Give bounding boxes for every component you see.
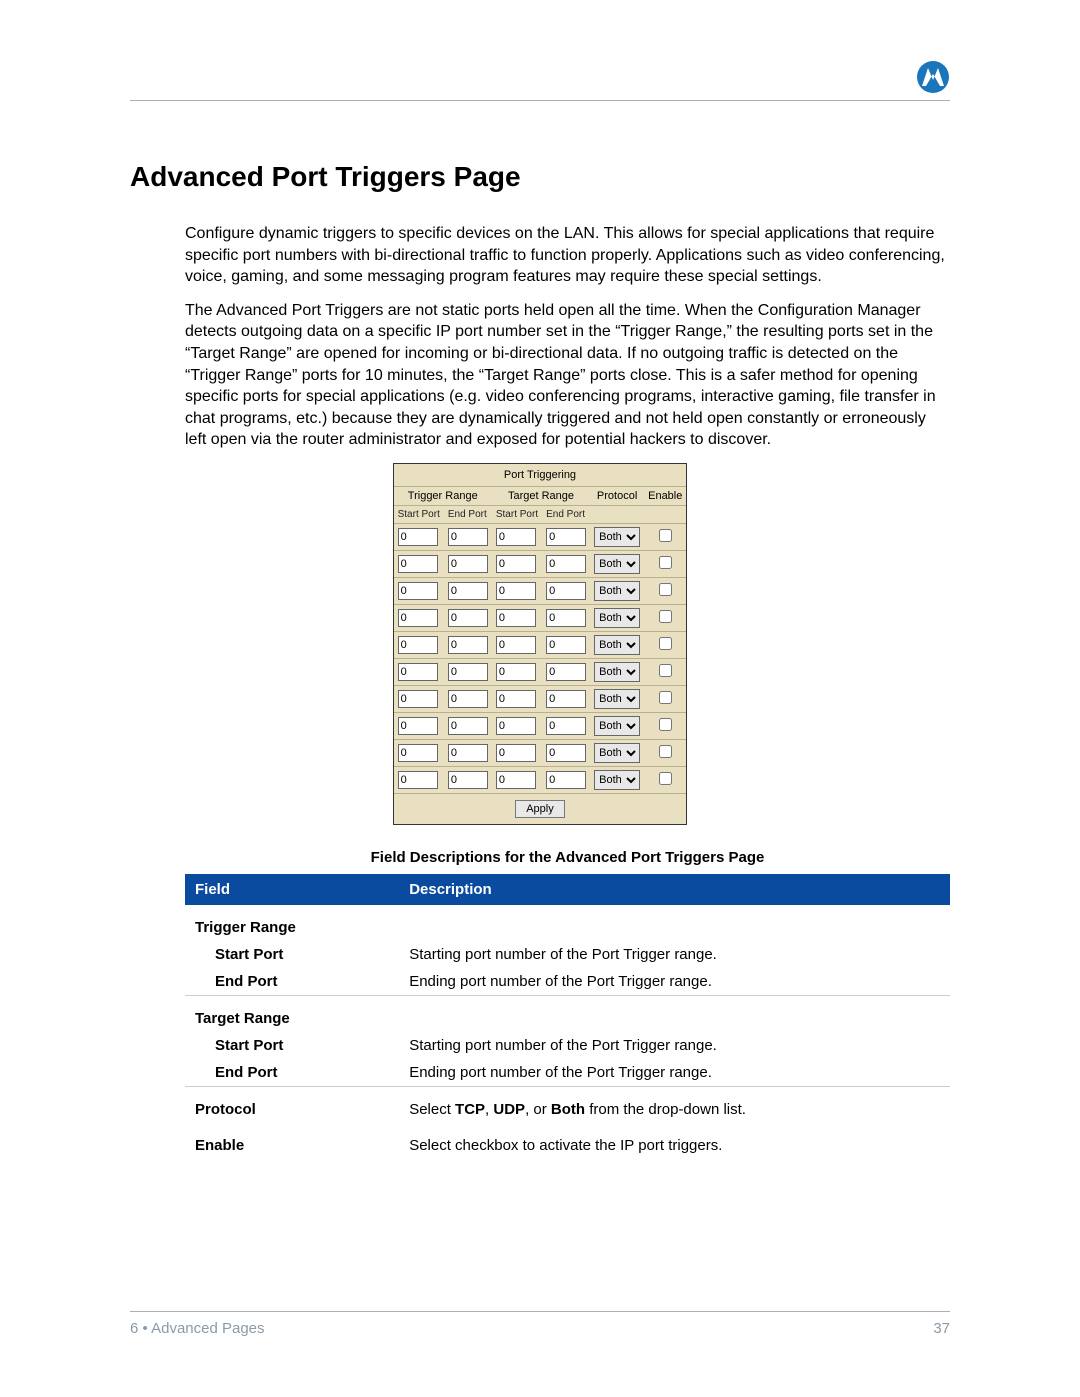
protocol-select[interactable]: BothTCPUDP [594, 716, 640, 736]
port-input[interactable] [448, 609, 488, 627]
enable-checkbox[interactable] [659, 556, 672, 569]
enable-checkbox[interactable] [659, 772, 672, 785]
row-t-end-port-desc: Ending port number of the Port Trigger r… [399, 1059, 950, 1087]
port-input[interactable] [546, 663, 586, 681]
protocol-select[interactable]: BothTCPUDP [594, 635, 640, 655]
sub-target-start: Start Port [492, 505, 542, 523]
port-input[interactable] [546, 555, 586, 573]
port-input[interactable] [398, 717, 438, 735]
top-rule [130, 100, 950, 101]
port-input[interactable] [496, 771, 536, 789]
th-description: Description [399, 874, 950, 905]
enable-checkbox[interactable] [659, 637, 672, 650]
port-input[interactable] [398, 690, 438, 708]
port-input[interactable] [546, 636, 586, 654]
port-input[interactable] [546, 771, 586, 789]
paragraph-1: Configure dynamic triggers to specific d… [185, 223, 950, 288]
enable-checkbox[interactable] [659, 529, 672, 542]
motorola-logo-icon [916, 60, 950, 94]
port-triggering-screenshot: Port Triggering Trigger Range Target Ran… [393, 463, 688, 825]
port-input[interactable] [398, 528, 438, 546]
col-enable: Enable [644, 486, 686, 505]
port-input[interactable] [448, 636, 488, 654]
protocol-select[interactable]: BothTCPUDP [594, 608, 640, 628]
port-input[interactable] [398, 555, 438, 573]
port-input[interactable] [496, 609, 536, 627]
protocol-select[interactable]: BothTCPUDP [594, 689, 640, 709]
row-target-range: Target Range [185, 995, 399, 1032]
row-protocol-desc: Select TCP, UDP, or Both from the drop-d… [399, 1086, 950, 1123]
port-input[interactable] [496, 555, 536, 573]
port-input[interactable] [496, 690, 536, 708]
enable-checkbox[interactable] [659, 718, 672, 731]
port-input[interactable] [496, 528, 536, 546]
port-input[interactable] [448, 744, 488, 762]
enable-checkbox[interactable] [659, 610, 672, 623]
port-input[interactable] [448, 690, 488, 708]
row-trigger-range: Trigger Range [185, 905, 399, 941]
port-input[interactable] [398, 609, 438, 627]
row-t-start-port-desc: Starting port number of the Port Trigger… [399, 1032, 950, 1059]
col-target-range: Target Range [492, 486, 590, 505]
port-input[interactable] [546, 717, 586, 735]
port-input[interactable] [398, 582, 438, 600]
port-input[interactable] [448, 555, 488, 573]
table-caption: Field Descriptions for the Advanced Port… [185, 849, 950, 866]
sub-trigger-end: End Port [444, 505, 492, 523]
row-start-port: Start Port [185, 941, 399, 968]
port-input[interactable] [448, 528, 488, 546]
protocol-select[interactable]: BothTCPUDP [594, 770, 640, 790]
protocol-select[interactable]: BothTCPUDP [594, 743, 640, 763]
port-input[interactable] [546, 609, 586, 627]
row-protocol: Protocol [185, 1086, 399, 1123]
col-protocol: Protocol [590, 486, 644, 505]
port-input[interactable] [546, 744, 586, 762]
row-t-start-port: Start Port [185, 1032, 399, 1059]
protocol-select[interactable]: BothTCPUDP [594, 527, 640, 547]
sub-trigger-start: Start Port [394, 505, 444, 523]
protocol-select[interactable]: BothTCPUDP [594, 581, 640, 601]
footer-page-number: 37 [933, 1320, 950, 1337]
footer-left: 6 • Advanced Pages [130, 1320, 265, 1337]
port-input[interactable] [448, 771, 488, 789]
enable-checkbox[interactable] [659, 664, 672, 677]
port-input[interactable] [546, 690, 586, 708]
port-input[interactable] [496, 582, 536, 600]
port-input[interactable] [496, 636, 536, 654]
col-trigger-range: Trigger Range [394, 486, 492, 505]
sub-target-end: End Port [542, 505, 590, 523]
port-input[interactable] [398, 744, 438, 762]
row-enable: Enable [185, 1123, 399, 1159]
paragraph-2: The Advanced Port Triggers are not stati… [185, 300, 950, 451]
port-input[interactable] [496, 717, 536, 735]
apply-button[interactable]: Apply [515, 800, 565, 818]
port-input[interactable] [546, 528, 586, 546]
protocol-select[interactable]: BothTCPUDP [594, 554, 640, 574]
screenshot-title: Port Triggering [394, 464, 687, 487]
port-input[interactable] [448, 663, 488, 681]
enable-checkbox[interactable] [659, 583, 672, 596]
port-input[interactable] [398, 663, 438, 681]
enable-checkbox[interactable] [659, 745, 672, 758]
protocol-select[interactable]: BothTCPUDP [594, 662, 640, 682]
port-input[interactable] [398, 771, 438, 789]
enable-checkbox[interactable] [659, 691, 672, 704]
row-start-port-desc: Starting port number of the Port Trigger… [399, 941, 950, 968]
port-input[interactable] [398, 636, 438, 654]
port-input[interactable] [448, 582, 488, 600]
port-input[interactable] [496, 744, 536, 762]
th-field: Field [185, 874, 399, 905]
port-input[interactable] [448, 717, 488, 735]
field-descriptions-table: Field Description Trigger Range Start Po… [185, 874, 950, 1159]
row-enable-desc: Select checkbox to activate the IP port … [399, 1123, 950, 1159]
row-end-port: End Port [185, 968, 399, 996]
row-end-port-desc: Ending port number of the Port Trigger r… [399, 968, 950, 996]
page-title: Advanced Port Triggers Page [130, 161, 950, 193]
port-input[interactable] [496, 663, 536, 681]
row-t-end-port: End Port [185, 1059, 399, 1087]
page-footer: 6 • Advanced Pages 37 [130, 1311, 950, 1337]
port-input[interactable] [546, 582, 586, 600]
